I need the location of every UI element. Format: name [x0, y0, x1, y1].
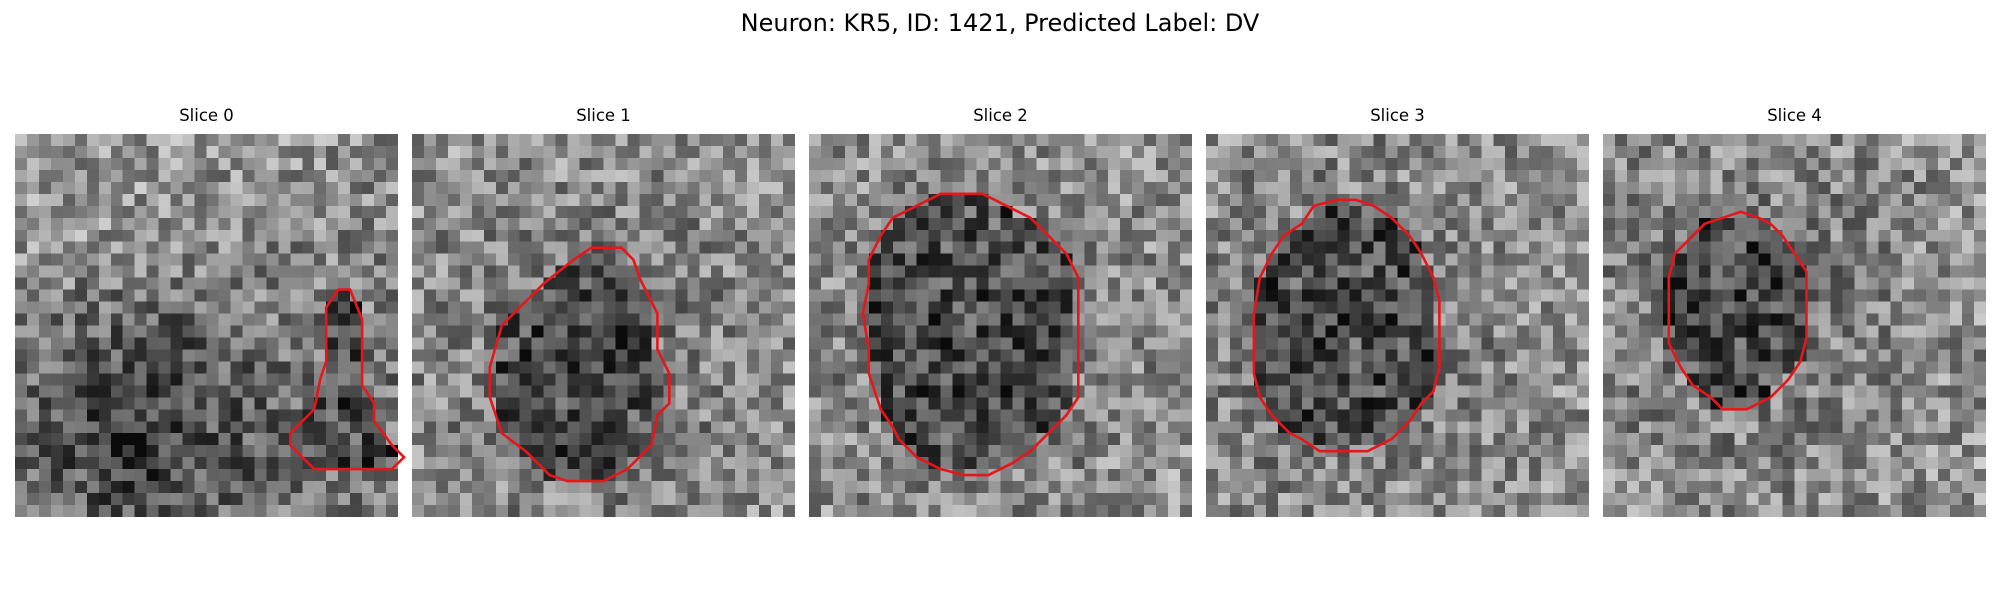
- slice-2-pixels: [809, 134, 1192, 517]
- slice-0-pixels: [15, 134, 398, 517]
- slice-title-4: Slice 4: [1767, 106, 1822, 125]
- roi-contour-0: [288, 288, 406, 471]
- slice-3-pixels: [1206, 134, 1589, 517]
- slice-3-overlay: [1252, 198, 1441, 453]
- slice-image-4: [1603, 134, 1986, 517]
- roi-contour-2: [861, 192, 1080, 477]
- slice-title-3: Slice 3: [1370, 106, 1425, 125]
- slice-image-1: [412, 134, 795, 517]
- figure-title: Neuron: KR5, ID: 1421, Predicted Label: …: [740, 9, 1260, 37]
- slice-image-3: [1206, 134, 1589, 517]
- slice-title-2: Slice 2: [973, 106, 1028, 125]
- slice-2-overlay: [861, 192, 1080, 477]
- slice-image-2: [809, 134, 1192, 517]
- slice-title-1: Slice 1: [576, 106, 631, 125]
- slice-image-0: [15, 134, 406, 517]
- slice-4-pixels: [1603, 134, 1986, 517]
- roi-contour-4: [1667, 210, 1808, 411]
- slice-4-overlay: [1667, 210, 1808, 411]
- roi-contour-1: [488, 246, 671, 483]
- slice-1-pixels: [412, 134, 795, 517]
- slice-title-0: Slice 0: [179, 106, 234, 125]
- slice-1-overlay: [488, 246, 671, 483]
- roi-contour-3: [1252, 198, 1441, 453]
- slice-0-overlay: [288, 288, 406, 471]
